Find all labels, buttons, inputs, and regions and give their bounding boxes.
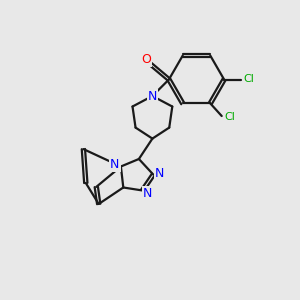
Text: O: O bbox=[141, 53, 151, 66]
Text: N: N bbox=[110, 158, 120, 171]
Text: N: N bbox=[143, 187, 153, 200]
Text: N: N bbox=[155, 167, 165, 180]
Text: Cl: Cl bbox=[225, 112, 236, 122]
Text: N: N bbox=[148, 89, 157, 103]
Text: Cl: Cl bbox=[244, 74, 254, 85]
